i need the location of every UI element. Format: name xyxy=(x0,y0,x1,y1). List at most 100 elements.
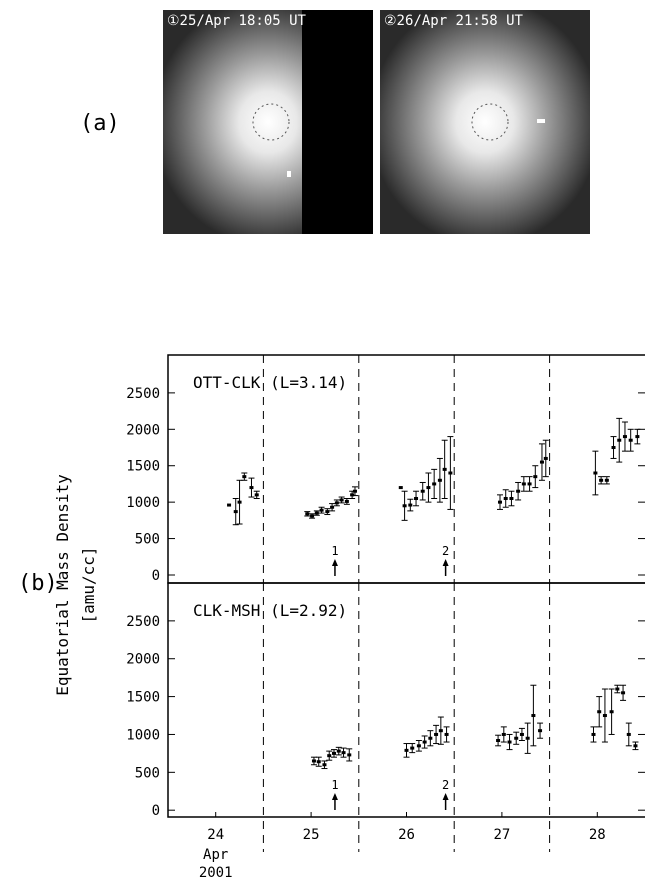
data-point xyxy=(509,497,514,501)
data-point xyxy=(591,732,596,736)
data-point xyxy=(617,438,622,442)
data-point xyxy=(254,493,259,497)
data-point xyxy=(311,759,316,763)
annotation-label: 1 xyxy=(331,544,338,558)
annotation-arrowhead xyxy=(331,559,338,566)
x-tick-label: 27 xyxy=(493,827,510,843)
data-point xyxy=(314,511,319,515)
y-axis-unit: [amu/cc] xyxy=(79,546,98,623)
data-point xyxy=(527,482,532,486)
data-point xyxy=(503,497,508,501)
data-point xyxy=(350,493,355,497)
data-point xyxy=(533,475,538,479)
data-point xyxy=(330,505,335,509)
data-point xyxy=(597,710,602,714)
y-tick-label: 1500 xyxy=(126,690,160,706)
data-point xyxy=(432,482,437,486)
data-point xyxy=(325,510,330,514)
data-point xyxy=(434,732,439,736)
data-point xyxy=(496,739,501,743)
data-point xyxy=(327,754,332,758)
data-point xyxy=(444,732,449,736)
data-point xyxy=(628,438,633,442)
data-point xyxy=(416,744,421,748)
data-point xyxy=(538,729,543,733)
data-point xyxy=(437,478,442,482)
data-point xyxy=(344,499,349,503)
data-point xyxy=(339,498,344,502)
data-point xyxy=(334,501,339,505)
panel-title: CLK-MSH (L=2.92) xyxy=(193,601,347,620)
data-point xyxy=(593,471,598,475)
data-point xyxy=(514,736,519,740)
panel-label: (a) xyxy=(80,111,120,136)
data-point xyxy=(622,435,627,439)
data-point xyxy=(242,475,247,479)
annotation-arrowhead xyxy=(442,559,449,566)
data-point xyxy=(519,732,524,736)
data-point xyxy=(516,489,521,493)
panel-title: OTT-CLK (L=3.14) xyxy=(193,373,347,392)
data-point xyxy=(626,732,631,736)
data-point xyxy=(602,714,607,718)
data-point xyxy=(233,510,238,514)
data-point xyxy=(539,460,544,464)
y-tick-label: 1000 xyxy=(126,495,160,511)
data-point xyxy=(331,751,336,755)
annotation-arrowhead xyxy=(442,793,449,800)
data-point xyxy=(322,763,327,767)
data-point xyxy=(621,691,626,695)
data-point xyxy=(410,746,415,750)
data-point xyxy=(531,714,536,718)
y-tick-label: 500 xyxy=(135,765,160,781)
image-caption: ①25/Apr 18:05 UT xyxy=(167,13,307,29)
y-tick-label: 0 xyxy=(152,568,160,584)
image-1: ①25/Apr 18:05 UT xyxy=(163,10,373,234)
data-point xyxy=(316,760,321,764)
x-tick-label: 24 xyxy=(207,827,224,843)
data-point xyxy=(615,687,620,691)
data-point xyxy=(428,736,433,740)
annotation-label: 2 xyxy=(442,544,449,558)
data-point xyxy=(521,482,526,486)
y-tick-label: 2000 xyxy=(126,422,160,438)
data-point xyxy=(604,478,609,482)
x-tick-label: 28 xyxy=(589,827,606,843)
data-point xyxy=(438,729,443,733)
data-point xyxy=(404,748,409,752)
image-caption: ②26/Apr 21:58 UT xyxy=(384,13,524,29)
panel-label: (b) xyxy=(18,571,58,596)
data-point xyxy=(525,736,530,740)
data-point xyxy=(319,508,324,512)
data-point xyxy=(336,749,341,753)
data-point xyxy=(599,478,604,482)
data-point xyxy=(249,486,254,490)
data-point xyxy=(633,744,638,748)
x-axis-label: 2001 xyxy=(199,865,233,879)
data-point xyxy=(347,753,352,757)
data-point xyxy=(408,503,413,507)
annotation-label: 2 xyxy=(442,778,449,792)
data-point xyxy=(448,471,453,475)
y-tick-label: 500 xyxy=(135,532,160,548)
data-point xyxy=(402,504,407,508)
image-2: ②26/Apr 21:58 UT xyxy=(380,10,590,234)
data-point xyxy=(501,732,506,736)
data-point xyxy=(398,486,403,490)
data-point xyxy=(422,740,427,744)
y-tick-label: 2500 xyxy=(126,386,160,402)
data-point xyxy=(227,503,232,507)
data-point xyxy=(352,489,357,493)
data-point xyxy=(611,446,616,450)
data-point xyxy=(414,497,419,501)
data-point xyxy=(497,500,502,504)
data-point xyxy=(420,489,425,493)
data-point xyxy=(237,500,242,504)
y-tick-label: 2500 xyxy=(126,614,160,630)
data-point xyxy=(426,486,431,490)
x-tick-label: 26 xyxy=(398,827,415,843)
y-tick-label: 0 xyxy=(152,803,160,819)
x-axis-label: Apr xyxy=(203,847,228,863)
